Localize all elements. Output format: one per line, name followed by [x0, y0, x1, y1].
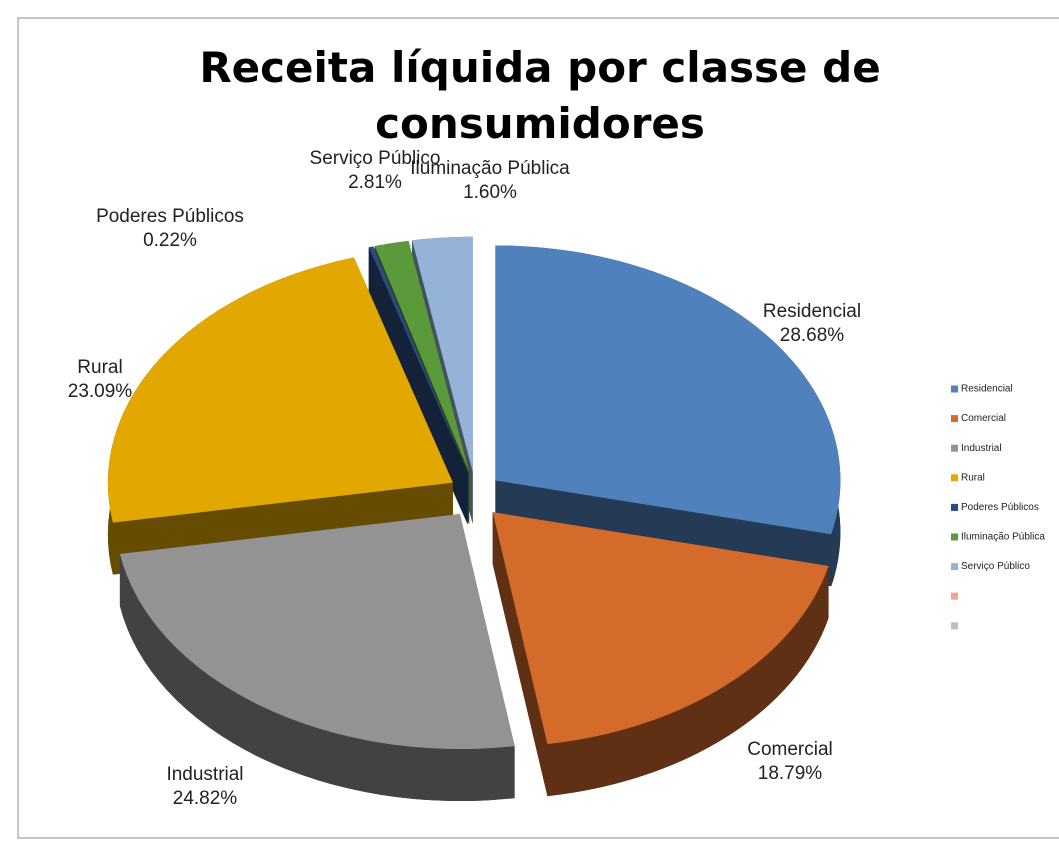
slice — [368, 246, 468, 473]
data-label: Rural 23.09% — [68, 357, 133, 402]
legend-swatch — [951, 474, 958, 482]
legend-label: Poderes Públicos — [961, 502, 1039, 513]
data-label-name: Comercial — [747, 739, 833, 760]
data-label-value: 24.82% — [173, 788, 238, 809]
legend-swatch — [951, 592, 958, 600]
data-label: Industrial 24.82% — [166, 764, 243, 809]
legend-swatch — [951, 622, 958, 630]
slice — [495, 245, 841, 587]
data-label: Poderes Públicos 0.22% — [96, 206, 244, 251]
slice — [495, 245, 841, 535]
legend-swatch — [951, 444, 958, 452]
data-label-name: Rural — [77, 357, 122, 378]
slice — [107, 257, 453, 523]
data-label-value: 0.22% — [143, 230, 197, 251]
data-label: Residencial 28.68% — [763, 301, 861, 346]
data-label-value: 2.81% — [348, 172, 402, 193]
legend-label: Iluminação Pública — [961, 532, 1045, 543]
slice — [374, 240, 470, 473]
data-label: Iluminação Pública 1.60% — [410, 158, 570, 203]
slice — [492, 512, 829, 797]
slice-side — [368, 246, 374, 300]
data-label-name: Residencial — [763, 301, 861, 322]
data-label-name: Iluminação Pública — [410, 158, 570, 179]
slice — [412, 236, 473, 472]
legend-label: Industrial — [961, 443, 1002, 454]
chart-frame — [17, 17, 1059, 839]
data-label: Comercial 18.79% — [747, 739, 833, 784]
slice-wall — [492, 512, 548, 797]
slice-side — [119, 553, 515, 802]
slice — [119, 514, 515, 750]
legend-swatch — [951, 563, 958, 571]
data-label-value: 28.68% — [780, 325, 845, 346]
chart-title: Receita líquida por classe de consumidor… — [199, 43, 881, 148]
slice-wall — [373, 246, 468, 525]
legend-label: Residencial — [961, 384, 1013, 395]
data-label-name: Serviço Público — [310, 148, 441, 169]
legend-label: Comercial — [961, 413, 1006, 424]
legend-swatch — [951, 385, 958, 393]
data-label-value: 23.09% — [68, 381, 133, 402]
slice — [107, 257, 453, 575]
slice — [492, 512, 829, 745]
legend-label: Rural — [961, 472, 985, 483]
legend-swatch — [951, 533, 958, 541]
data-label-value: 1.60% — [463, 182, 517, 203]
legend-swatch — [951, 415, 958, 423]
data-label: Serviço Público 2.81% — [310, 148, 441, 193]
data-label-name: Industrial — [166, 764, 243, 785]
legend-label: Serviço Público — [961, 561, 1030, 572]
legend-swatch — [951, 503, 958, 511]
slice-side — [547, 565, 829, 797]
data-label-value: 18.79% — [758, 763, 823, 784]
slice — [119, 514, 515, 802]
data-label-name: Poderes Públicos — [96, 206, 244, 227]
